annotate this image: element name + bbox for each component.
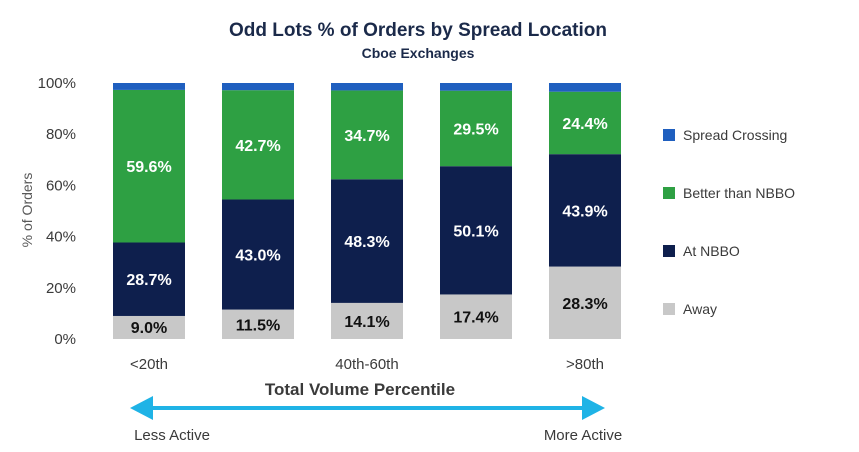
y-tick-label: 100% xyxy=(38,75,76,92)
legend-swatch xyxy=(663,187,675,199)
bar-spread-crossing xyxy=(440,83,512,91)
y-tick-label: 40% xyxy=(46,229,76,246)
legend-label: Better than NBBO xyxy=(683,185,795,201)
more-active-label: More Active xyxy=(544,427,622,444)
y-axis-label: % of Orders xyxy=(19,173,35,248)
legend: Spread Crossing Better than NBBO At NBBO Aw… xyxy=(663,127,795,317)
data-label: 14.1% xyxy=(344,314,389,331)
y-axis: 0% 20% 40% 60% 80% 100% xyxy=(38,75,76,348)
data-label: 17.4% xyxy=(453,310,498,327)
less-active-label: Less Active xyxy=(134,427,210,444)
bar-away xyxy=(549,266,621,339)
chart-title: Odd Lots % of Orders by Spread Location xyxy=(229,20,607,41)
bar-at-nbbo xyxy=(331,179,403,303)
bars: 9.0% 28.7% 59.6% 11.5% 43.0% 42.7% 14.1% 48.3% 3… xyxy=(113,83,621,339)
bar-at-nbbo xyxy=(113,242,185,316)
data-label: 59.6% xyxy=(126,159,171,176)
arrow-head-left xyxy=(130,396,153,420)
bar-at-nbbo xyxy=(440,166,512,295)
x-axis-label: Total Volume Percentile xyxy=(265,380,455,399)
legend-swatch xyxy=(663,303,675,315)
legend-swatch xyxy=(663,245,675,257)
y-tick-label: 60% xyxy=(46,177,76,194)
legend-label: At NBBO xyxy=(683,243,740,259)
y-tick-label: 80% xyxy=(46,126,76,143)
data-label: 50.1% xyxy=(453,223,498,240)
data-label: 28.3% xyxy=(562,296,607,313)
arrow-head-right xyxy=(582,396,605,420)
data-label: 29.5% xyxy=(453,121,498,138)
chart-subtitle: Cboe Exchanges xyxy=(362,45,475,61)
bar-better-than-nbbo xyxy=(331,90,403,180)
bar-away xyxy=(222,309,294,339)
bar-away xyxy=(440,294,512,339)
bar-better-than-nbbo xyxy=(113,89,185,243)
y-tick-label: 0% xyxy=(54,331,76,348)
bar-better-than-nbbo xyxy=(222,90,294,200)
legend-swatch xyxy=(663,129,675,141)
x-tick-label: <20th xyxy=(130,356,168,373)
activity-arrow xyxy=(130,396,605,420)
data-label: 24.4% xyxy=(562,116,607,133)
legend-label: Away xyxy=(683,301,717,317)
bar-spread-crossing xyxy=(222,83,294,91)
bar-spread-crossing xyxy=(331,83,403,91)
x-tick-label: >80th xyxy=(566,356,604,373)
bar-spread-crossing xyxy=(113,83,185,90)
data-label: 28.7% xyxy=(126,272,171,289)
bar-better-than-nbbo xyxy=(440,90,512,167)
bar-away xyxy=(113,315,185,339)
y-tick-label: 20% xyxy=(46,280,76,297)
data-label: 9.0% xyxy=(131,320,167,337)
data-label: 43.0% xyxy=(235,248,280,265)
bar-spread-crossing xyxy=(549,83,621,92)
bar-at-nbbo xyxy=(222,199,294,310)
x-tick-label: 40th-60th xyxy=(335,356,398,373)
data-label: 43.9% xyxy=(562,203,607,220)
data-label: 11.5% xyxy=(236,317,280,334)
bar-better-than-nbbo xyxy=(549,91,621,155)
data-label: 48.3% xyxy=(344,234,389,251)
data-label: 34.7% xyxy=(344,128,389,145)
bar-at-nbbo xyxy=(549,154,621,267)
legend-label: Spread Crossing xyxy=(683,127,787,143)
bar-away xyxy=(331,302,403,339)
data-label: 42.7% xyxy=(235,138,280,155)
x-axis: <20th 40th-60th >80th xyxy=(130,356,604,373)
